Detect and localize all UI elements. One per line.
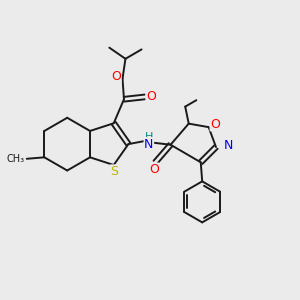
Text: O: O	[149, 163, 159, 176]
Text: CH₃: CH₃	[6, 154, 24, 164]
Text: O: O	[146, 90, 156, 103]
Text: N: N	[224, 139, 234, 152]
Text: H: H	[145, 132, 153, 142]
Text: O: O	[111, 70, 121, 83]
Text: N: N	[144, 138, 154, 151]
Text: O: O	[210, 118, 220, 131]
Text: S: S	[110, 165, 118, 178]
